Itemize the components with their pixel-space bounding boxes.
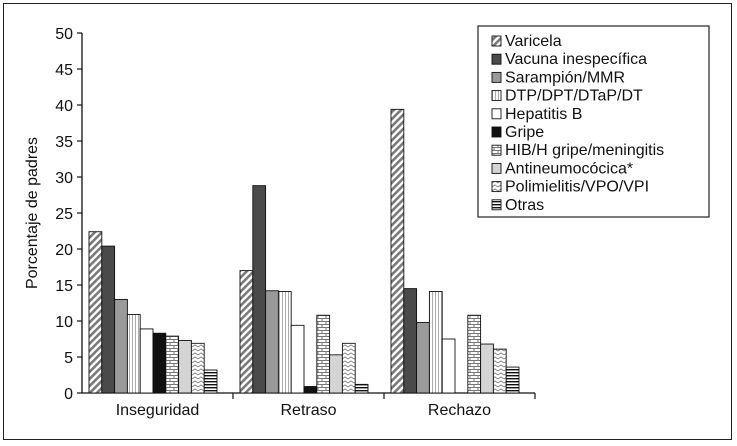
legend-swatch [491,108,502,120]
y-tick-label: 50 [55,26,73,43]
legend-label: Hepatitis B [505,106,582,123]
y-tick-label: 10 [55,314,73,331]
bar [441,338,456,394]
bar [101,245,116,394]
category-label: Inseguridad [116,402,200,419]
legend-label: HIB/H gripe/meningitis [505,142,664,159]
bar [354,383,369,394]
bar [341,342,356,394]
bar [303,386,318,394]
bar [316,314,331,394]
bar [277,291,292,394]
legend-swatch [491,53,502,65]
bar [416,321,430,394]
legend-swatch [491,162,502,174]
bar [203,369,218,394]
category-labels: Inseguridad Retraso Rechazo [116,393,536,419]
legend-label: Vacuna inespecífica [505,51,647,68]
bar [492,348,507,394]
legend-swatch [491,181,502,193]
legend-box [477,25,710,218]
bar [265,290,279,394]
bar [126,314,141,394]
bar [190,342,205,394]
legend-swatch [491,35,502,47]
bar [88,231,103,394]
y-tick-label: 45 [55,62,73,79]
legend-label: Sarampión/MMR [505,69,625,86]
legend-swatch [491,144,502,156]
y-tick-label: 30 [55,170,73,187]
y-tick-label: 20 [55,242,73,259]
legend-label: Gripe [505,124,544,141]
bar [252,185,267,394]
bars [88,108,520,394]
bar [178,339,192,394]
bar [428,291,443,394]
bar [239,270,254,394]
bar [139,328,154,394]
y-tick-label: 5 [64,350,73,367]
bar [390,108,405,394]
legend-swatch [491,71,502,83]
y-axis-label: Porcentaje de padres [24,137,41,289]
category-label: Rechazo [428,402,491,419]
bar [329,354,343,394]
legend-label: DTP/DPT/DTaP/DT [505,88,643,105]
legend-swatch [491,90,502,102]
y-ticks: 0 5 10 15 20 25 30 35 40 45 50 [55,26,82,403]
bar [165,335,180,394]
legend-label: Varicela [505,33,562,50]
y-tick-label: 40 [55,98,73,115]
legend-swatch [491,126,502,138]
y-tick-label: 0 [64,386,73,403]
y-tick-label: 15 [55,278,73,295]
legend-label: Otras [505,197,544,214]
y-tick-label: 35 [55,134,73,151]
y-tick-label: 25 [55,206,73,223]
bar [290,324,305,394]
legend-label: Polimielitis/VPO/VPI [505,179,649,196]
category-label: Retraso [280,402,336,419]
bar [114,298,128,394]
bar [152,332,167,394]
bar [467,314,482,394]
bar [480,343,494,394]
legend-label: Antineumocócica* [505,160,633,177]
bar [403,288,418,394]
bar [505,366,520,394]
legend-swatch [491,199,502,211]
